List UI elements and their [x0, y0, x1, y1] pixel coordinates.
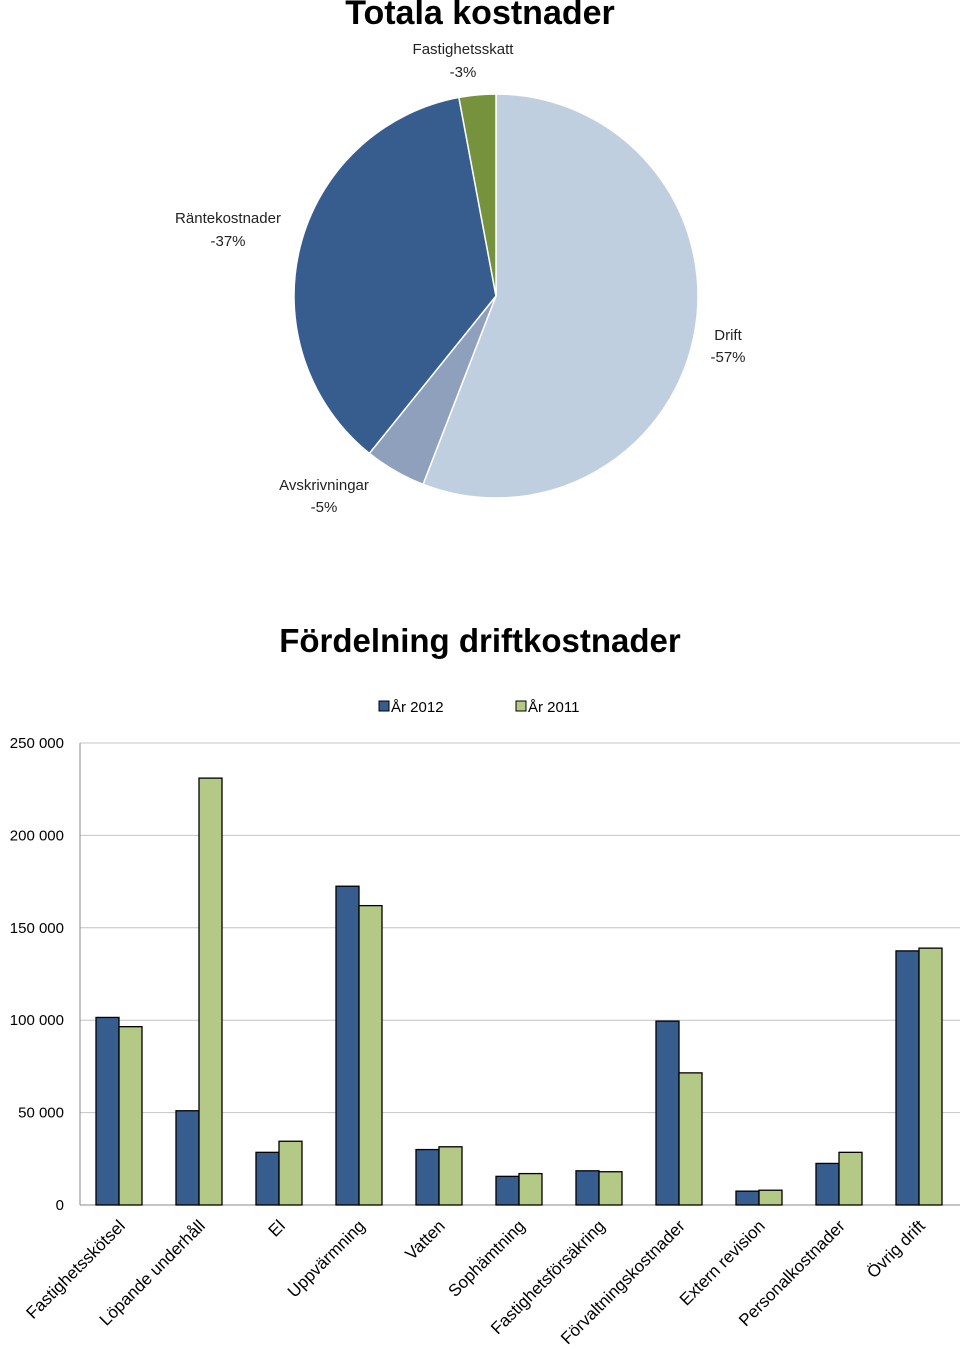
bar-ar-2011 — [838, 1151, 863, 1206]
bar-chart-title: Fördelning driftkostnader — [279, 622, 681, 659]
pie-slice-percent: -5% — [311, 499, 338, 516]
bar-ar-2012 — [815, 1162, 840, 1206]
bar-ar-2011 — [918, 947, 943, 1206]
bar-ar-2011 — [518, 1172, 543, 1206]
bar-ar-2012 — [255, 1151, 280, 1206]
y-tick-label: 200 000 — [10, 827, 64, 844]
bar-ar-2011 — [278, 1140, 303, 1206]
x-category-label: Övrig drift — [863, 1216, 929, 1282]
x-category-label: Uppvärmning — [284, 1216, 369, 1301]
x-category-label: Sophämtning — [445, 1216, 529, 1300]
x-category-label: Extern revision — [676, 1216, 769, 1309]
bar-ar-2012 — [95, 1016, 120, 1206]
pie-slice-3 — [458, 93, 497, 297]
bar-ar-2011 — [678, 1072, 703, 1206]
bar-ar-2011 — [118, 1026, 143, 1206]
bar-ar-2012 — [575, 1170, 600, 1206]
bar-ar-2012 — [735, 1190, 760, 1206]
y-tick-label: 250 000 — [10, 735, 64, 752]
bar-ar-2012 — [335, 885, 360, 1206]
legend-swatch — [378, 700, 390, 712]
bar-ar-2012 — [895, 950, 920, 1206]
bar-ar-2011 — [758, 1189, 783, 1206]
pie-slice-2 — [293, 96, 497, 455]
pie-slice-0 — [422, 93, 699, 499]
pie-slice-label: Avskrivningar — [279, 477, 369, 494]
pie-slice-label: Fastighetsskatt — [413, 41, 515, 58]
pie-slice-percent: -57% — [710, 349, 745, 366]
bar-ar-2011 — [358, 904, 383, 1206]
legend-label: År 2012 — [391, 699, 444, 716]
bar-ar-2012 — [175, 1110, 200, 1206]
pie-slice-label: Räntekostnader — [175, 210, 281, 227]
bar-ar-2011 — [598, 1171, 623, 1206]
pie-slice-percent: -3% — [450, 64, 477, 81]
x-category-label: El — [265, 1216, 289, 1240]
pie-slice-percent: -37% — [210, 233, 245, 250]
legend-swatch — [515, 700, 527, 712]
y-tick-label: 100 000 — [10, 1012, 64, 1029]
x-category-label: Vatten — [402, 1216, 449, 1263]
y-tick-label: 150 000 — [10, 920, 64, 937]
pie-slice-label: Drift — [714, 327, 742, 344]
bar-ar-2011 — [438, 1146, 463, 1206]
legend-label: År 2011 — [528, 699, 579, 716]
y-tick-label: 50 000 — [18, 1105, 64, 1122]
bar-ar-2012 — [655, 1020, 680, 1206]
pie-chart-title: Totala kostnader — [345, 0, 615, 32]
bar-ar-2012 — [415, 1148, 440, 1206]
pie-chart: Drift -57% Avskrivningar -5% Räntekostnader -… — [175, 41, 745, 516]
bar-ar-2011 — [198, 777, 223, 1206]
bar-ar-2012 — [495, 1175, 520, 1206]
y-tick-label: 0 — [56, 1197, 64, 1214]
